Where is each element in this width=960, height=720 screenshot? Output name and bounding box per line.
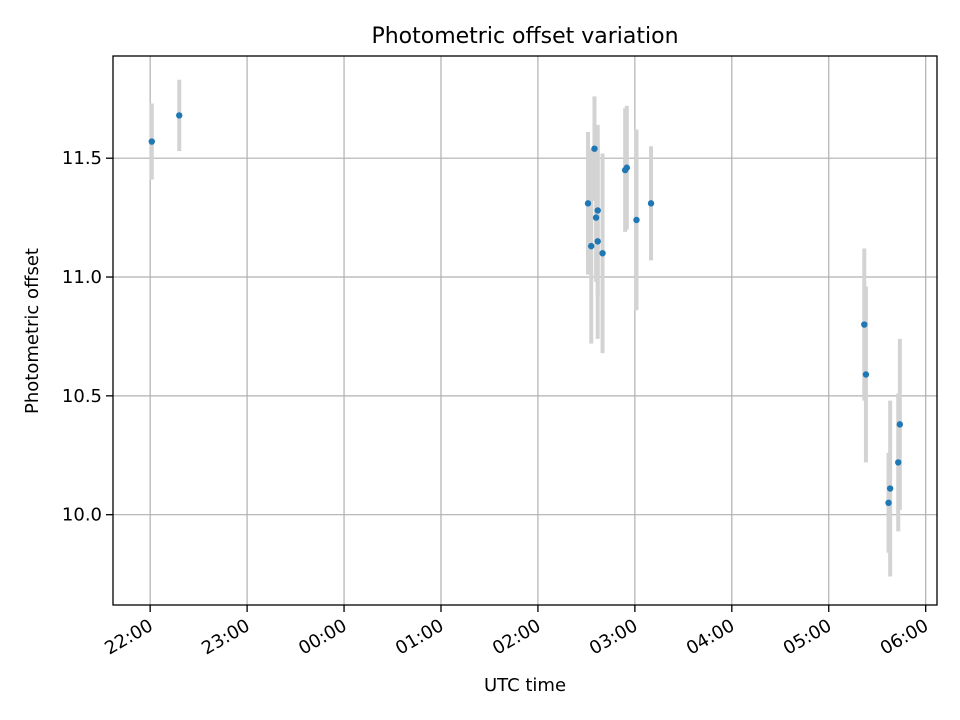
- x-tick-label: 06:00: [877, 615, 932, 659]
- data-points: [148, 112, 904, 507]
- data-point: [176, 112, 183, 119]
- x-axis-label: UTC time: [484, 675, 566, 696]
- data-point: [599, 250, 606, 257]
- x-tick-label: 03:00: [586, 615, 641, 659]
- x-tick-label: 02:00: [489, 615, 544, 659]
- x-tick-label: 05:00: [780, 615, 835, 659]
- data-point: [886, 485, 894, 492]
- data-point: [584, 200, 592, 207]
- grid-lines: [113, 56, 937, 605]
- x-tick-label: 23:00: [198, 615, 253, 659]
- data-point: [592, 214, 600, 221]
- data-point: [895, 459, 902, 466]
- y-tick-label: 11.0: [62, 267, 102, 288]
- data-point: [633, 216, 640, 224]
- data-point: [148, 138, 155, 145]
- chart-title: Photometric offset variation: [371, 24, 678, 49]
- x-tick-label: 04:00: [683, 615, 738, 659]
- x-tick-label: 00:00: [295, 615, 350, 659]
- data-point: [862, 371, 870, 378]
- x-tick-label: 22:00: [101, 615, 156, 659]
- data-point: [594, 238, 601, 245]
- y-tick-label: 11.5: [62, 148, 102, 169]
- data-point: [588, 242, 595, 250]
- x-tick-label: 01:00: [392, 615, 447, 659]
- data-point: [594, 207, 601, 214]
- axis-ticks: 22:00 23:00 00:00 01:00 02:00 03:00 04:00 05:00…: [62, 148, 932, 659]
- data-point: [591, 145, 598, 152]
- data-point: [861, 321, 868, 328]
- data-point: [623, 164, 630, 171]
- data-point: [647, 200, 655, 207]
- data-point: [896, 421, 904, 428]
- plot-frame: [112, 55, 938, 606]
- y-axis-label: Photometric offset: [22, 248, 43, 414]
- y-tick-label: 10.0: [62, 505, 102, 526]
- error-bars: [149, 79, 902, 577]
- y-tick-label: 10.5: [62, 386, 102, 407]
- data-point: [885, 499, 892, 507]
